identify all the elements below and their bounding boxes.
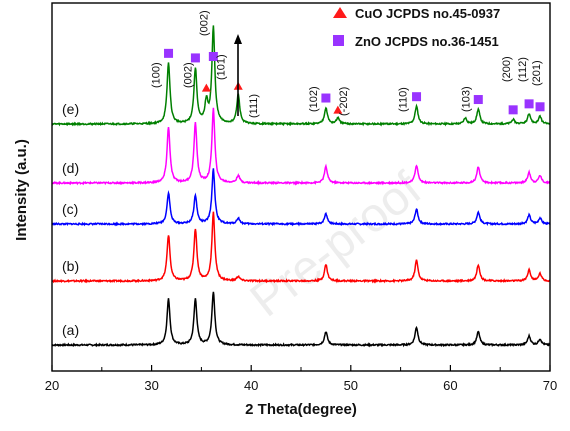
series-label-c: (c) bbox=[62, 201, 78, 217]
zno-marker bbox=[208, 52, 218, 61]
trace-d bbox=[51, 107, 551, 186]
zno-marker bbox=[535, 102, 545, 112]
series-labels: (a) (b) (c) (d) (e) bbox=[62, 101, 79, 338]
x-tick-label: 70 bbox=[543, 378, 557, 393]
legend-cuo-label: CuO JCPDS no.45-0937 bbox=[355, 6, 500, 21]
legend-cuo-marker bbox=[333, 7, 347, 18]
zno-marker bbox=[412, 92, 422, 102]
x-tick-label: 50 bbox=[344, 378, 358, 393]
phase-markers bbox=[164, 48, 545, 115]
zno-marker bbox=[321, 93, 331, 103]
trace-e bbox=[51, 25, 551, 127]
traces bbox=[51, 25, 551, 348]
cuo-marker bbox=[201, 83, 211, 92]
hkl-label: (101) bbox=[215, 54, 227, 80]
hkl-label: (200) bbox=[501, 56, 513, 82]
x-tick-label: 60 bbox=[443, 378, 457, 393]
y-axis-title: Intensity (a.u.) bbox=[13, 139, 30, 241]
hkl-label: (103) bbox=[460, 86, 472, 112]
zno-marker bbox=[508, 105, 518, 115]
hkl-label: (112) bbox=[517, 57, 529, 82]
series-label-d: (d) bbox=[62, 160, 79, 176]
x-tick-label: 20 bbox=[45, 378, 59, 393]
series-label-e: (e) bbox=[62, 101, 79, 117]
series-label-b: (b) bbox=[62, 258, 79, 274]
trace-c bbox=[51, 168, 551, 227]
watermark: Pre-proof bbox=[241, 162, 432, 327]
peak-arrow bbox=[234, 34, 242, 116]
x-tick-label: 30 bbox=[144, 378, 158, 393]
zno-marker bbox=[190, 53, 200, 63]
hkl-label: (002) bbox=[182, 62, 194, 88]
hkl-labels: (100) (002) (002) (101) (111) (102) (-202) (110… bbox=[151, 10, 543, 118]
zno-marker bbox=[164, 48, 174, 58]
hkl-label: (100) bbox=[151, 62, 163, 88]
x-tick-label: 40 bbox=[244, 378, 258, 393]
hkl-label: (002) bbox=[198, 10, 210, 36]
hkl-label: (110) bbox=[398, 87, 410, 112]
zno-marker bbox=[524, 99, 534, 109]
hkl-label: (111) bbox=[248, 94, 260, 118]
legend: CuO JCPDS no.45-0937 ZnO JCPDS no.36-145… bbox=[333, 6, 500, 49]
trace-a bbox=[51, 291, 551, 348]
hkl-label: (102) bbox=[308, 86, 320, 112]
legend-zno-label: ZnO JCPDS no.36-1451 bbox=[355, 34, 499, 49]
x-axis: 20 30 40 50 60 70 bbox=[45, 365, 557, 393]
legend-zno-marker bbox=[333, 35, 344, 46]
series-label-a: (a) bbox=[62, 322, 79, 338]
x-axis-title: 2 Theta(degree) bbox=[245, 401, 357, 418]
cuo-marker bbox=[333, 105, 343, 114]
plot-frame bbox=[51, 2, 551, 372]
trace-b bbox=[51, 211, 551, 284]
hkl-label: (201) bbox=[531, 60, 543, 86]
hkl-label: (-202) bbox=[338, 87, 350, 116]
zno-marker bbox=[473, 95, 483, 105]
